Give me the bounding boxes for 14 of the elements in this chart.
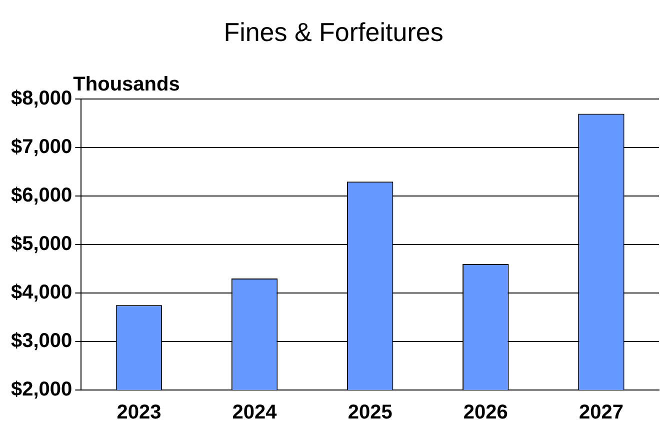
y-tick-label: $6,000 <box>11 184 72 207</box>
x-tick-label: 2024 <box>232 402 278 424</box>
y-tick-label: $5,000 <box>11 233 72 256</box>
x-tick-label: 2026 <box>463 402 508 424</box>
x-tick-label: 2027 <box>578 402 624 424</box>
y-axis-title: Thousands <box>73 74 180 96</box>
y-tick-label: $2,000 <box>11 378 72 401</box>
y-tick-label: $8,000 <box>11 88 72 110</box>
y-tick-label: $7,000 <box>11 136 72 158</box>
x-tick-label: 2023 <box>116 402 162 424</box>
x-tick-label: 2025 <box>348 402 392 424</box>
y-tick-label: $3,000 <box>11 330 72 352</box>
chart-title: Fines & Forfeitures <box>224 16 444 47</box>
y-tick-label: $4,000 <box>11 282 72 304</box>
